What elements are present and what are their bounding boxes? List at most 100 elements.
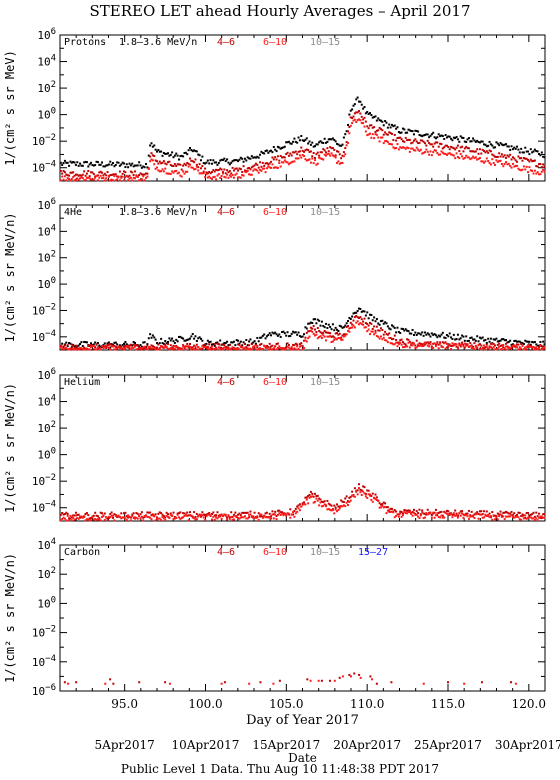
data-point: [213, 347, 216, 350]
data-point: [80, 164, 83, 167]
data-point: [190, 149, 193, 152]
data-point: [193, 337, 196, 340]
data-point: [466, 344, 469, 347]
data-point: [476, 347, 479, 350]
legend-entry: 4–6: [217, 37, 235, 48]
data-point: [84, 513, 87, 516]
data-point: [469, 515, 472, 518]
data-point: [316, 327, 319, 330]
data-point: [267, 516, 270, 519]
data-point: [488, 515, 491, 518]
data-point: [124, 176, 127, 179]
data-point: [390, 342, 393, 345]
data-point: [289, 142, 292, 145]
data-point: [286, 161, 289, 164]
data-point: [81, 516, 84, 519]
data-point: [260, 169, 263, 172]
data-point: [241, 157, 244, 160]
data-point: [147, 346, 150, 349]
data-point: [79, 515, 82, 518]
data-point: [245, 346, 248, 349]
data-point: [499, 510, 502, 513]
data-point: [76, 347, 79, 350]
y-tick-label: 100: [37, 107, 56, 122]
data-point: [285, 347, 288, 350]
data-point: [264, 345, 267, 348]
data-point: [358, 118, 361, 121]
data-point: [462, 150, 465, 153]
data-point: [142, 519, 145, 522]
data-point: [180, 175, 183, 178]
data-point: [403, 146, 406, 149]
data-point: [179, 155, 182, 158]
data-point: [149, 516, 152, 519]
data-point: [525, 165, 528, 168]
data-point: [176, 154, 179, 157]
data-point: [355, 321, 358, 324]
data-point: [528, 344, 531, 347]
data-point: [458, 157, 461, 160]
data-point: [451, 153, 454, 156]
data-point: [230, 161, 233, 164]
data-point: [268, 332, 271, 335]
data-point: [99, 174, 102, 177]
data-point: [169, 339, 172, 342]
data-point: [239, 514, 242, 517]
data-point: [164, 345, 167, 348]
x-tick-label: 100.0: [188, 697, 222, 711]
data-point: [62, 345, 65, 348]
data-point: [476, 139, 479, 142]
data-point: [66, 344, 69, 347]
data-point: [445, 136, 448, 139]
data-point: [370, 114, 373, 117]
data-point: [66, 512, 69, 515]
data-point: [156, 348, 158, 351]
data-point: [72, 171, 75, 174]
data-point: [448, 152, 451, 155]
data-point: [511, 156, 514, 159]
data-point: [157, 169, 160, 172]
data-point: [417, 130, 420, 133]
data-point: [392, 146, 395, 149]
data-point: [331, 509, 334, 512]
data-point: [194, 347, 197, 350]
data-point: [113, 519, 116, 522]
data-point: [254, 168, 257, 171]
data-point: [275, 515, 278, 518]
data-point: [382, 142, 385, 145]
data-point: [125, 518, 128, 521]
data-point: [452, 343, 455, 346]
data-point: [483, 510, 486, 513]
data-point: [323, 330, 326, 333]
data-point: [390, 143, 393, 146]
data-point: [426, 150, 429, 153]
data-point: [81, 173, 84, 176]
data-point: [169, 344, 172, 347]
data-point: [362, 122, 365, 125]
data-point: [127, 516, 130, 519]
data-point: [529, 513, 532, 516]
data-point: [118, 347, 121, 350]
data-point: [270, 160, 273, 163]
data-point: [415, 140, 418, 143]
y-axis-label: 1/(cm² s sr MeV/n): [3, 553, 17, 683]
data-point: [304, 158, 307, 161]
data-point: [308, 150, 311, 153]
data-point: [300, 146, 303, 149]
data-point: [190, 159, 193, 162]
data-point: [308, 496, 311, 499]
data-point: [514, 164, 517, 167]
data-point: [161, 154, 164, 157]
data-point: [338, 153, 341, 156]
data-point: [68, 164, 71, 167]
data-point: [129, 170, 132, 173]
data-point: [480, 681, 483, 684]
data-point: [199, 337, 202, 340]
data-point: [96, 174, 99, 177]
data-point: [173, 154, 176, 157]
data-point: [419, 333, 422, 336]
data-point: [79, 174, 82, 177]
data-point: [160, 519, 163, 522]
data-point: [307, 494, 310, 497]
data-point: [139, 348, 142, 351]
